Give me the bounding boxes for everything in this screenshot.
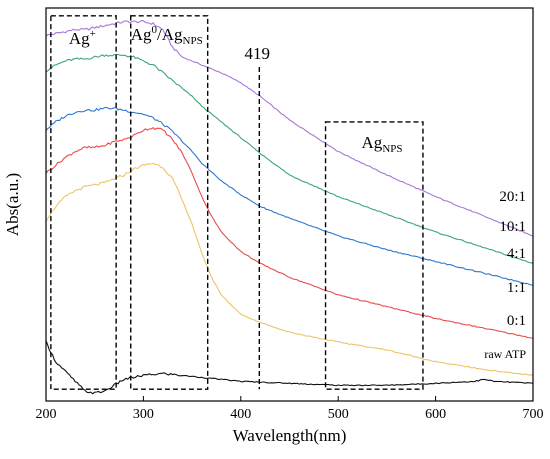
series-labels: 20:1 10:1 4:1 1:1 0:1 raw ATP [484,189,526,361]
annotation-label-2: AgNPS [362,133,403,155]
annotation-label-0: Ag+ [69,28,96,48]
series-line-4-1 [45,106,534,286]
marker-line-label: 419 [245,44,271,63]
y-axis-title: Abs(a.u.) [3,173,22,236]
annotations: Ag+ Ag0/AgNPS AgNPS 419 [50,15,424,390]
series-line-raw-ATP [45,340,534,395]
annotation-box-0 [50,15,117,390]
annotation-label-1: Ag0/AgNPS [131,24,203,47]
series-line-10-1 [45,53,534,265]
plot-lines [45,20,534,395]
annotation-box-2 [324,121,424,390]
series-line-1-1 [45,127,534,339]
plot-frame [45,7,534,402]
x-tick-label-700: 700 [523,407,544,422]
axis-ticks: 200 300 400 500 600 700 [36,396,544,422]
series-line-0-1 [45,162,534,377]
x-tick-label-200: 200 [36,407,57,422]
series-label-raw-ATP: raw ATP [484,347,526,361]
series-line-20-1 [45,20,534,237]
series-label-4-1: 4:1 [507,246,526,262]
x-axis-title: Wavelength(nm) [233,426,347,445]
x-tick-label-500: 500 [328,407,349,422]
x-tick-label-600: 600 [425,407,446,422]
series-label-10-1: 10:1 [499,219,526,235]
series-label-0-1: 0:1 [507,313,526,329]
annotation-box-1 [130,15,209,390]
x-tick-label-400: 400 [230,407,251,422]
series-label-20-1: 20:1 [499,189,526,205]
x-tick-label-300: 300 [133,407,154,422]
series-label-1-1: 1:1 [507,280,526,296]
